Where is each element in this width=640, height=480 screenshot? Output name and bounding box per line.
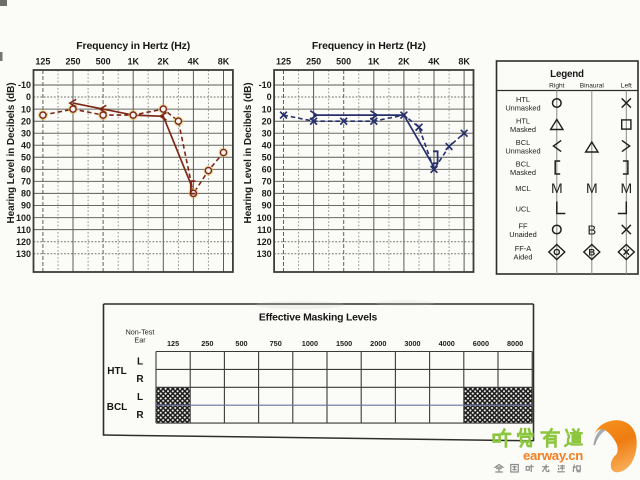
svg-text:L: L — [137, 356, 143, 367]
svg-text:125: 125 — [276, 57, 291, 67]
svg-text:8000: 8000 — [507, 339, 523, 348]
svg-text:70: 70 — [262, 177, 272, 187]
svg-text:3000: 3000 — [404, 339, 420, 348]
svg-text:4K: 4K — [188, 57, 200, 67]
svg-text:10: 10 — [262, 104, 272, 114]
svg-text:0: 0 — [267, 92, 272, 102]
svg-text:Effective Masking Levels: Effective Masking Levels — [259, 313, 378, 324]
svg-text:60: 60 — [21, 165, 31, 175]
svg-text:50: 50 — [262, 153, 272, 163]
svg-text:Frequency in Hertz (Hz): Frequency in Hertz (Hz) — [76, 40, 190, 52]
svg-text:80: 80 — [262, 189, 272, 199]
svg-text:4000: 4000 — [439, 339, 455, 348]
svg-text:FF: FF — [518, 222, 528, 231]
svg-text:Hearing Level in Decibels (dB): Hearing Level in Decibels (dB) — [6, 83, 17, 224]
svg-text:Unmasked: Unmasked — [505, 104, 540, 113]
svg-text:-10: -10 — [18, 80, 31, 90]
svg-text:-10: -10 — [259, 80, 272, 90]
svg-text:60: 60 — [262, 165, 272, 175]
svg-text:Legend: Legend — [550, 69, 584, 80]
svg-text:B: B — [588, 247, 595, 258]
svg-text:M: M — [551, 180, 563, 196]
svg-text:125: 125 — [167, 339, 179, 348]
svg-text:110: 110 — [257, 225, 272, 235]
svg-text:90: 90 — [21, 201, 31, 211]
svg-text:Ear: Ear — [134, 336, 146, 345]
svg-text:130: 130 — [257, 249, 272, 259]
svg-text:Masked: Masked — [510, 168, 536, 177]
svg-text:BCL: BCL — [107, 402, 128, 413]
svg-text:500: 500 — [235, 339, 247, 348]
svg-text:R: R — [136, 374, 144, 385]
svg-text:90: 90 — [262, 201, 272, 211]
svg-text:1K: 1K — [127, 57, 139, 67]
svg-text:Aided: Aided — [514, 253, 533, 262]
svg-text:HTL: HTL — [516, 117, 530, 126]
svg-text:250: 250 — [201, 339, 213, 348]
svg-text:500: 500 — [336, 57, 351, 67]
svg-text:120: 120 — [257, 237, 272, 247]
svg-text:M: M — [586, 180, 598, 196]
svg-text:2000: 2000 — [370, 339, 386, 348]
svg-text:125: 125 — [35, 57, 50, 67]
svg-text:R: R — [136, 410, 144, 421]
svg-text:M: M — [620, 180, 632, 196]
svg-text:6000: 6000 — [473, 339, 489, 348]
svg-text:30: 30 — [262, 128, 272, 138]
svg-text:Masked: Masked — [510, 125, 536, 134]
svg-text:100: 100 — [257, 213, 272, 223]
svg-text:100: 100 — [16, 213, 31, 223]
svg-text:40: 40 — [21, 140, 31, 150]
svg-text:1K: 1K — [368, 57, 380, 67]
svg-text:500: 500 — [96, 57, 111, 67]
svg-text:250: 250 — [306, 57, 321, 67]
svg-text:50: 50 — [21, 153, 31, 163]
svg-text:10: 10 — [21, 104, 31, 114]
svg-text:FF-A: FF-A — [515, 244, 531, 253]
svg-text:0: 0 — [26, 92, 31, 102]
svg-text:L: L — [137, 392, 143, 403]
svg-text:BCL: BCL — [516, 138, 530, 147]
svg-text:Non-Test: Non-Test — [126, 328, 155, 337]
svg-text:1500: 1500 — [336, 339, 352, 348]
svg-text:750: 750 — [270, 339, 282, 348]
svg-text:earway.cn: earway.cn — [523, 448, 583, 463]
svg-text:2K: 2K — [398, 57, 410, 67]
svg-text:HTL: HTL — [516, 95, 530, 104]
svg-text:Left: Left — [621, 83, 632, 90]
svg-text:Unmasked: Unmasked — [505, 147, 540, 156]
svg-text:120: 120 — [16, 237, 31, 247]
svg-text:40: 40 — [262, 140, 272, 150]
svg-text:70: 70 — [21, 177, 31, 187]
svg-text:2K: 2K — [158, 57, 170, 67]
svg-text:110: 110 — [16, 225, 31, 235]
svg-text:Right: Right — [549, 83, 565, 90]
svg-text:UCL: UCL — [516, 205, 531, 214]
svg-text:Hearing Level in Decibels (dB): Hearing Level in Decibels (dB) — [243, 83, 254, 224]
svg-text:20: 20 — [262, 116, 272, 126]
svg-text:250: 250 — [65, 57, 80, 67]
svg-text:30: 30 — [21, 128, 31, 138]
svg-text:130: 130 — [16, 249, 31, 259]
svg-text:Binaural: Binaural — [580, 83, 605, 90]
svg-text:B: B — [587, 222, 596, 237]
svg-text:Unaided: Unaided — [509, 230, 537, 239]
svg-text:8K: 8K — [218, 57, 230, 67]
svg-text:BCL: BCL — [516, 160, 530, 169]
svg-text:8K: 8K — [458, 57, 470, 67]
svg-text:HTL: HTL — [107, 366, 126, 377]
svg-text:80: 80 — [21, 189, 31, 199]
svg-text:MCL: MCL — [515, 184, 531, 193]
svg-text:4K: 4K — [428, 57, 440, 67]
svg-text:20: 20 — [21, 116, 31, 126]
svg-text:1000: 1000 — [302, 339, 318, 348]
svg-text:Frequency in Hertz (Hz): Frequency in Hertz (Hz) — [312, 40, 426, 52]
